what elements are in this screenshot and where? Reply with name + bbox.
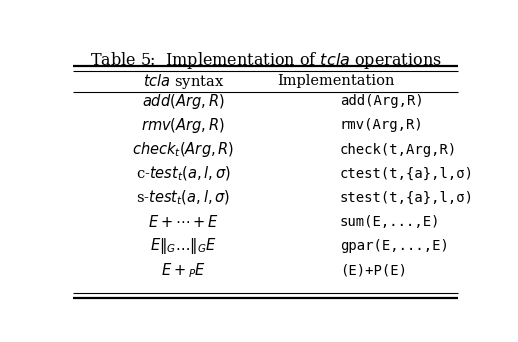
Text: $E\|_G \ldots \|_G E$: $E\|_G \ldots \|_G E$ [150, 236, 217, 256]
Text: check(t,Arg,R): check(t,Arg,R) [340, 143, 457, 157]
Text: $E + \cdots + E$: $E + \cdots + E$ [148, 214, 219, 230]
Text: rmv(Arg,R): rmv(Arg,R) [340, 118, 424, 132]
Text: sum(E,...,E): sum(E,...,E) [340, 215, 440, 229]
Text: (E)+P(E): (E)+P(E) [340, 264, 407, 278]
Text: c-$\mathit{test}_t(a, l, \sigma)$: c-$\mathit{test}_t(a, l, \sigma)$ [136, 165, 231, 183]
Text: Table 5:  Implementation of $\mathit{tcla}$ operations: Table 5: Implementation of $\mathit{tcla… [90, 50, 441, 71]
Text: s-$\mathit{test}_t(a, l, \sigma)$: s-$\mathit{test}_t(a, l, \sigma)$ [136, 189, 231, 207]
Text: $\mathit{check}_t(\mathit{Arg}, R)$: $\mathit{check}_t(\mathit{Arg}, R)$ [132, 140, 234, 159]
Text: stest(t,{a},l,σ): stest(t,{a},l,σ) [340, 191, 474, 205]
Text: ctest(t,{a},l,σ): ctest(t,{a},l,σ) [340, 167, 474, 181]
Text: $\mathit{tcla}$ syntax: $\mathit{tcla}$ syntax [142, 71, 224, 91]
Text: $\mathit{add}(\mathit{Arg}, R)$: $\mathit{add}(\mathit{Arg}, R)$ [142, 92, 224, 110]
Text: Implementation: Implementation [277, 74, 395, 88]
Text: $\mathit{rmv}(\mathit{Arg}, R)$: $\mathit{rmv}(\mathit{Arg}, R)$ [141, 116, 225, 135]
Text: gpar(E,...,E): gpar(E,...,E) [340, 239, 449, 253]
Text: $E +_P E$: $E +_P E$ [161, 261, 206, 280]
Text: add(Arg,R): add(Arg,R) [340, 94, 424, 108]
